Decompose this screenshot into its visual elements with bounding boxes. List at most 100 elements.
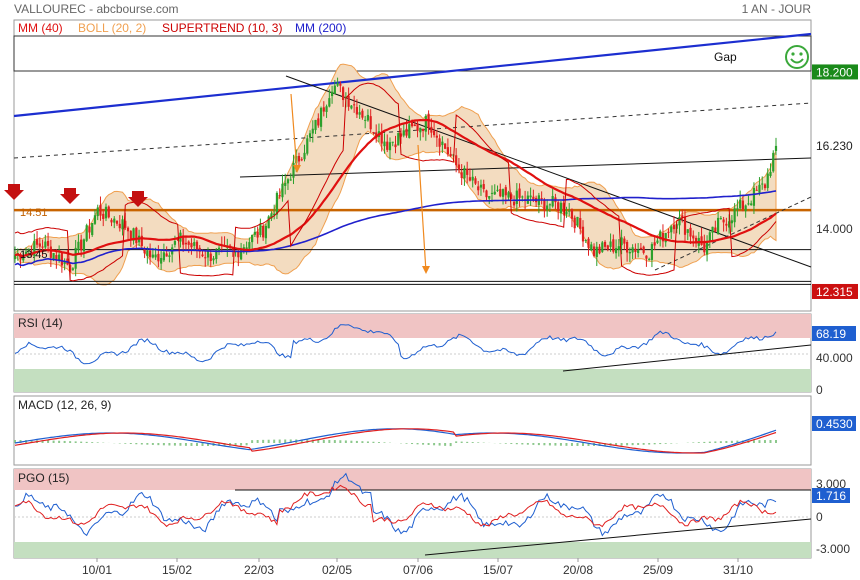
macd-bar [328, 439, 331, 443]
candle-body [512, 201, 516, 206]
candle-body [82, 239, 86, 252]
candle-body [689, 227, 692, 237]
candle-body [474, 178, 477, 184]
candle-body [639, 247, 642, 250]
candle-body [369, 116, 372, 130]
macd-bar [736, 440, 739, 443]
candle-body [347, 95, 350, 107]
candle-body [468, 177, 472, 181]
macd-bar [532, 443, 535, 445]
macd-bar [339, 440, 342, 443]
macd-bar [559, 443, 562, 446]
macd-bar [714, 441, 717, 443]
candle-body [581, 226, 585, 242]
candle-body [63, 260, 66, 265]
macd-bar [361, 441, 364, 443]
candle-body [645, 255, 648, 259]
sell-arrow-icon [60, 188, 80, 204]
rsi-tick-40: 40.000 [816, 351, 853, 365]
candle-body [763, 184, 767, 189]
macd-bar [444, 443, 447, 446]
candle-body [548, 204, 552, 206]
candle-body [661, 232, 665, 242]
candle-body [438, 138, 441, 147]
candle-body [322, 107, 325, 112]
candle-body [165, 253, 168, 257]
macd-bar [554, 443, 557, 446]
macd-bar [697, 442, 700, 443]
candle-body [80, 239, 83, 251]
candle-body [614, 248, 618, 254]
candle-body [173, 241, 177, 245]
macd-bar [251, 440, 254, 443]
candle-body [182, 235, 185, 245]
candle-body [96, 207, 99, 217]
candle-body [752, 187, 756, 206]
candle-body [162, 252, 165, 261]
arrow-down-icon [293, 165, 301, 173]
candle-body [576, 216, 579, 226]
candle-body [705, 241, 709, 255]
candle-body [479, 184, 483, 188]
legend-mm40: MM (40) [18, 21, 63, 35]
macd-bar [129, 443, 132, 444]
macd-bar [96, 442, 99, 443]
candle-body [308, 133, 312, 138]
candle-body [71, 268, 75, 270]
candle-body [201, 254, 204, 257]
macd-bar [521, 443, 524, 445]
macd-bar [289, 439, 292, 443]
macd-bar [377, 442, 380, 443]
macd-bar [184, 443, 187, 446]
macd-bar [146, 443, 149, 445]
pgo-line [14, 472, 777, 537]
candle-body [681, 215, 684, 219]
candle-body [455, 155, 458, 166]
candle-body [449, 153, 452, 157]
candle-body [626, 241, 629, 253]
x-tick-label: 15/07 [483, 563, 513, 577]
candle-body [694, 237, 698, 244]
macd-bar [416, 443, 419, 445]
candle-body [761, 183, 764, 185]
macd-bar [262, 439, 265, 443]
sell-arrow-icon [4, 184, 24, 200]
candle-body [496, 189, 499, 191]
candle-body [490, 192, 494, 194]
candle-body [184, 242, 188, 245]
macd-bar [769, 440, 772, 443]
candle-body [132, 228, 135, 241]
header-period: 1 AN - JOUR [742, 2, 812, 16]
candle-body [195, 241, 199, 251]
candle-body [118, 223, 121, 229]
candle-body [311, 128, 314, 134]
candle-body [361, 110, 364, 118]
candle-body [278, 195, 281, 197]
candle-body [664, 232, 667, 243]
macd-bar [515, 443, 518, 445]
candle-body [336, 83, 339, 86]
x-tick-label: 15/02 [162, 563, 192, 577]
macd-bar [775, 440, 777, 443]
macd-bar [278, 439, 281, 443]
macd-title: MACD (12, 26, 9) [18, 398, 111, 412]
macd-bar [151, 443, 154, 445]
candle-body [670, 226, 673, 233]
macd-bar [510, 443, 513, 444]
candle-body [154, 254, 157, 258]
arrow-down-icon [422, 266, 430, 274]
candle-body [606, 245, 609, 250]
candle-body [446, 147, 449, 155]
candle-body [405, 128, 408, 136]
candle-body [355, 106, 358, 115]
pgo-panel [13, 468, 812, 559]
candle-body [587, 238, 590, 248]
candle-body [38, 243, 41, 247]
candle-body [653, 242, 656, 246]
macd-bar [30, 440, 33, 443]
macd-bar [168, 443, 171, 446]
macd-bar [692, 442, 695, 443]
candle-body [69, 264, 72, 272]
price-tick: 16.230 [816, 139, 853, 153]
candle-body [515, 190, 518, 205]
